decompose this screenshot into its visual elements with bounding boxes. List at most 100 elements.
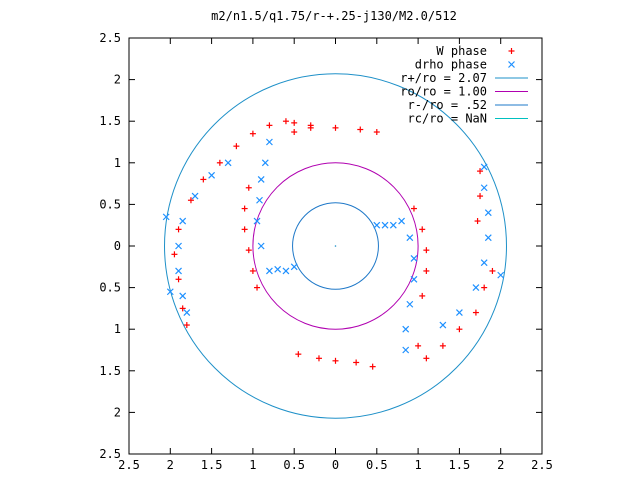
drho-phase-point (389, 221, 397, 229)
drho-phase-point (257, 242, 265, 250)
drho-phase-point (179, 217, 187, 225)
w-phase-point (423, 355, 430, 362)
drho-phase-point (175, 267, 182, 275)
x-tick-label: 2 (167, 458, 174, 472)
y-tick-label: 1.5 (99, 364, 121, 378)
center-point (334, 245, 337, 247)
y-tick-label: 0.5 (99, 197, 121, 211)
y-tick-label: 0.5 (99, 281, 121, 295)
x-tick-label: 1 (249, 458, 256, 472)
w-phase-point (241, 226, 248, 233)
w-phase-point (187, 197, 194, 204)
circle-2 (292, 202, 379, 290)
legend-label: W phase (436, 44, 487, 58)
w-phase-point (439, 342, 446, 349)
drho-phase-point (282, 267, 290, 275)
w-phase-point (266, 122, 273, 129)
drho-phase-point (265, 138, 273, 146)
w-phase-point (474, 218, 481, 225)
y-tick-label: 1 (114, 156, 121, 170)
w-phase-point (477, 168, 484, 175)
x-tick-label: 1.5 (449, 458, 471, 472)
w-phase-point (423, 267, 430, 274)
w-phase-point (456, 326, 463, 333)
w-phase-point (373, 129, 380, 136)
w-phase-point (477, 193, 484, 200)
drho-phase-point (402, 325, 410, 333)
w-phase-point (332, 124, 339, 131)
w-phase-point (249, 267, 256, 274)
w-phase-point (254, 284, 261, 291)
w-phase-point (245, 247, 252, 254)
drho-phase-point (480, 184, 488, 192)
legend-swatch (508, 61, 515, 68)
w-phase-point (472, 309, 479, 316)
reference-circles (164, 73, 507, 419)
drho-phase-point (406, 300, 414, 308)
w-phase-point (175, 276, 182, 283)
drho-phase-point (261, 159, 269, 167)
w-phase-point (369, 363, 376, 370)
w-phase-point (291, 129, 298, 136)
drho-phase-point (162, 213, 170, 221)
w-phase-point (175, 226, 182, 233)
w-phase-point (171, 251, 178, 258)
drho-phase-point (175, 242, 182, 250)
w-phase-point (489, 267, 496, 274)
w-phase-point (291, 119, 298, 126)
drho-phase-point (191, 192, 199, 200)
drho-phase-point (290, 263, 298, 271)
y-tick-label: 1.5 (99, 114, 121, 128)
circle-0 (164, 73, 507, 419)
chart-title: m2/n1.5/q1.75/r-+.25-j130/M2.0/512 (211, 9, 457, 23)
w-phase-point (423, 247, 430, 254)
legend-label: r-/ro = .52 (408, 98, 487, 112)
drho-phase-point (398, 217, 406, 225)
drho-phase-point (406, 234, 414, 242)
w-phase-point (200, 176, 207, 183)
legend-label: r+/ro = 2.07 (400, 71, 487, 85)
drho-phase-point (484, 234, 492, 242)
drho-phase-point (253, 217, 261, 225)
w-phase-point (315, 355, 322, 362)
w-phase-point (216, 159, 223, 166)
drho-phase-point (410, 275, 418, 283)
drho-phase-point (183, 309, 191, 316)
w-phase-point (307, 124, 314, 131)
drho-phase-point (410, 255, 418, 262)
y-tick-labels: 2.5 2 1.5 1 0.5 0 0.5 1 1.5 2 2.5 (99, 31, 121, 461)
drho-phase-point (373, 221, 381, 229)
w-phase-point (295, 351, 302, 358)
w-phase-point (353, 359, 360, 366)
x-tick-label: 2.5 (118, 458, 140, 472)
w-phase-point (179, 305, 186, 312)
x-tick-label: 0.5 (366, 458, 388, 472)
y-tick-label: 2.5 (99, 31, 121, 45)
drho-phase-point (224, 159, 232, 167)
x-tick-label: 1.5 (201, 458, 223, 472)
drho-phase-point (439, 321, 447, 329)
drho-phase-point (480, 163, 488, 171)
w-phase-point (415, 342, 422, 349)
w-phase-point (245, 184, 252, 191)
legend-label: rc/ro = NaN (408, 112, 487, 126)
drho-phase-point (480, 259, 488, 267)
drho-phase-point (256, 196, 263, 204)
drho-phase-point (179, 292, 187, 300)
w-phase-point (233, 143, 240, 150)
drho-phase-point (257, 176, 265, 183)
w-phase-point (282, 118, 289, 125)
drho-phase-point (455, 309, 463, 316)
x-tick-label: 0.5 (283, 458, 305, 472)
w-phase-point (481, 284, 488, 291)
axis-ticks (128, 37, 543, 455)
w-phase-point (419, 226, 426, 233)
drho-phase-point (265, 267, 273, 275)
drho-phase-point (208, 171, 216, 179)
y-tick-label: 2 (114, 405, 121, 419)
x-tick-label: 0 (332, 458, 339, 472)
legend-swatch (508, 48, 515, 54)
drho-phase-point (381, 221, 389, 229)
